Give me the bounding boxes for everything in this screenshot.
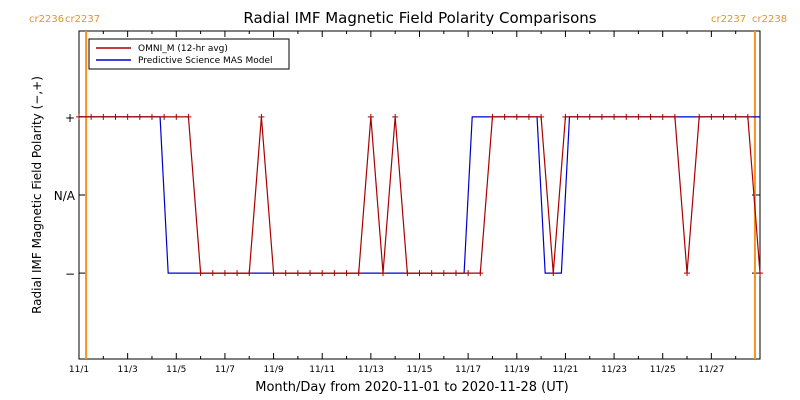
data-point-omni — [501, 113, 508, 120]
data-point-omni — [452, 270, 459, 277]
data-point-omni — [319, 270, 326, 277]
x-tick-label: 11/7 — [215, 365, 235, 375]
data-point-omni — [659, 113, 666, 120]
carrington-label-left-2: cr2237 — [711, 14, 746, 25]
data-point-omni — [392, 113, 399, 120]
carrington-label-right-2: cr2238 — [752, 14, 787, 25]
data-point-omni — [623, 113, 630, 120]
data-point-omni — [161, 113, 168, 120]
data-point-omni — [635, 113, 642, 120]
data-point-omni — [331, 270, 338, 277]
data-point-omni — [380, 270, 387, 277]
data-point-omni — [355, 270, 362, 277]
y-tick-label: N/A — [54, 189, 76, 203]
x-tick-label: 11/17 — [455, 365, 481, 375]
data-point-omni — [185, 113, 192, 120]
x-axis-label: Month/Day from 2020-11-01 to 2020-11-28 … — [255, 380, 568, 395]
carrington-label-right-1: cr2237 — [65, 14, 100, 25]
x-tick-label: 11/27 — [698, 365, 724, 375]
data-point-omni — [696, 113, 703, 120]
data-point-omni — [173, 113, 180, 120]
x-tick-label: 11/15 — [407, 365, 433, 375]
legend-label-mas: Predictive Science MAS Model — [138, 56, 273, 66]
y-tick-label: + — [65, 111, 75, 125]
data-point-omni — [671, 113, 678, 120]
data-point-omni — [744, 113, 751, 120]
data-point-omni — [440, 270, 447, 277]
data-point-omni — [732, 113, 739, 120]
series-line-mas — [79, 116, 760, 274]
x-tick-label: 11/1 — [69, 365, 89, 375]
x-tick-label: 11/3 — [118, 365, 138, 375]
data-point-omni — [124, 113, 131, 120]
data-point-omni — [258, 113, 265, 120]
carrington-rotation-lines — [85, 31, 756, 359]
data-point-omni — [148, 113, 155, 120]
legend-box — [88, 38, 290, 70]
x-tick-label: 11/13 — [358, 365, 384, 375]
series-line-omni — [79, 116, 761, 274]
x-tick-label: 11/19 — [504, 365, 530, 375]
data-point-omni — [611, 113, 618, 120]
carrington-label-left-1: cr2236 — [29, 14, 64, 25]
data-point-omni — [100, 113, 107, 120]
data-point-omni — [708, 113, 715, 120]
data-point-omni — [209, 270, 216, 277]
data-point-omni — [270, 270, 277, 277]
data-point-omni — [246, 270, 253, 277]
data-point-omni — [428, 270, 435, 277]
legend: OMNI_M (12-hr avg) Predictive Science MA… — [88, 38, 290, 70]
data-point-omni — [282, 270, 289, 277]
data-point-omni — [294, 270, 301, 277]
data-point-omni — [416, 270, 423, 277]
data-point-omni — [574, 113, 581, 120]
data-point-omni — [307, 270, 314, 277]
data-point-omni — [477, 270, 484, 277]
x-tick-label: 11/5 — [166, 365, 186, 375]
x-tick-label: 11/21 — [552, 365, 578, 375]
data-point-omni — [720, 113, 727, 120]
x-tick-label: 11/23 — [601, 365, 627, 375]
data-point-omni — [562, 113, 569, 120]
data-point-omni — [367, 113, 374, 120]
data-point-omni — [489, 113, 496, 120]
x-tick-label: 11/11 — [309, 365, 335, 375]
data-point-omni — [757, 270, 763, 277]
data-point-omni — [221, 270, 228, 277]
x-tick-label: 11/9 — [263, 365, 283, 375]
data-point-omni — [234, 270, 241, 277]
data-point-omni — [136, 113, 143, 120]
x-tick-label: 11/25 — [650, 365, 676, 375]
data-point-omni — [586, 113, 593, 120]
data-point-omni — [647, 113, 654, 120]
data-point-omni — [404, 270, 411, 277]
y-tick-label: − — [65, 267, 75, 281]
data-point-omni — [112, 113, 119, 120]
data-point-omni — [88, 113, 95, 120]
y-axis-label: Radial IMF Magnetic Field Polarity (−,+) — [30, 76, 44, 314]
plot-frame — [78, 30, 761, 360]
data-point-omni — [76, 113, 82, 120]
data-point-omni — [684, 270, 691, 277]
legend-label-omni: OMNI_M (12-hr avg) — [138, 44, 228, 54]
x-axis-ticks: 11/1 11/3 11/5 11/7 11/9 11/11 11/13 11/15 11/17… — [69, 31, 737, 375]
data-point-omni — [343, 270, 350, 277]
data-point-omni — [513, 113, 520, 120]
data-point-omni — [197, 270, 204, 277]
data-point-omni — [598, 113, 605, 120]
chart-title: Radial IMF Magnetic Field Polarity Compa… — [243, 9, 596, 27]
y-axis-ticks: + N/A − — [54, 111, 760, 281]
series-layer — [76, 113, 763, 277]
data-point-omni — [525, 113, 532, 120]
data-point-omni — [465, 270, 472, 277]
data-point-omni — [538, 113, 545, 120]
data-point-omni — [550, 270, 557, 277]
